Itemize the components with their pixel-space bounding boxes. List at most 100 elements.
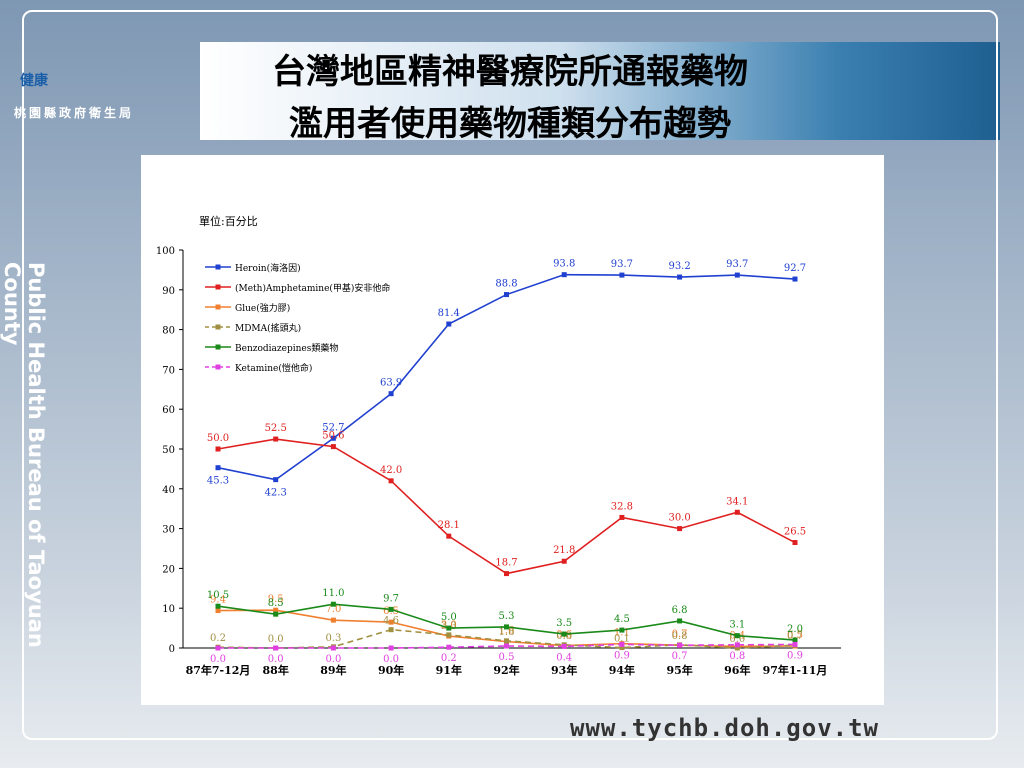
value-label: 5.3 <box>499 611 515 622</box>
value-label: 18.7 <box>495 558 517 569</box>
point-marker <box>619 627 625 633</box>
point-marker <box>446 321 452 327</box>
title-line: 濫用者使用藥物種類分布趨勢 <box>289 104 731 144</box>
value-label: 0.8 <box>729 651 745 662</box>
x-tick-label: 91年 <box>436 663 462 677</box>
value-label: 0.9 <box>614 650 630 661</box>
y-tick-label: 50 <box>162 445 175 456</box>
value-label: 8.5 <box>268 598 284 609</box>
side-text: Public Health Bureau of Taoyuan County <box>0 262 48 648</box>
value-label: 93.7 <box>611 259 633 270</box>
point-marker <box>792 276 798 282</box>
value-label: 0.2 <box>441 653 457 664</box>
value-label: 1.8 <box>499 627 515 638</box>
point-marker <box>215 603 221 609</box>
value-label: 10.5 <box>207 590 229 601</box>
point-marker <box>273 611 279 617</box>
point-marker <box>561 558 567 564</box>
point-marker <box>330 645 336 651</box>
value-label: 0.9 <box>787 650 803 661</box>
point-marker <box>330 444 336 450</box>
value-label: 7.0 <box>325 604 341 615</box>
value-label: 9.4 <box>210 595 226 606</box>
value-label: 0.4 <box>556 652 572 663</box>
point-marker <box>330 435 336 441</box>
y-tick-label: 90 <box>162 286 175 297</box>
y-tick-label: 60 <box>162 405 175 416</box>
value-label: 34.1 <box>726 496 748 507</box>
x-tick-label: 88年 <box>263 663 289 677</box>
value-label: 50.0 <box>207 433 229 444</box>
point-marker <box>388 391 394 397</box>
x-tick-label: 93年 <box>551 663 577 677</box>
point-marker <box>388 619 394 625</box>
value-label: 52.7 <box>322 422 344 433</box>
point-marker <box>330 617 336 623</box>
org-name: 桃園縣政府衛生局 <box>14 106 135 120</box>
point-marker <box>215 446 221 452</box>
point-marker <box>792 641 798 647</box>
value-label: 30.0 <box>668 513 690 524</box>
value-label: 0.2 <box>210 633 226 644</box>
point-marker <box>273 645 279 651</box>
value-label: 26.5 <box>784 527 806 538</box>
point-marker <box>446 632 452 638</box>
value-label: 50.6 <box>322 431 344 442</box>
y-tick-label: 30 <box>162 525 175 536</box>
point-marker <box>734 645 740 651</box>
point-marker <box>388 606 394 612</box>
point-marker <box>792 540 798 546</box>
value-label: 81.4 <box>438 308 460 319</box>
y-tick-label: 10 <box>162 604 175 615</box>
point-marker <box>215 465 221 471</box>
legend-label: Heroin(海洛因) <box>235 262 301 274</box>
point-marker <box>273 477 279 483</box>
value-label: 28.1 <box>438 520 460 531</box>
point-marker <box>619 272 625 278</box>
x-tick-label: 90年 <box>378 663 404 677</box>
value-label: 3.1 <box>729 620 745 631</box>
value-label: 93.2 <box>668 261 690 272</box>
value-label: 63.9 <box>380 378 402 389</box>
point-marker <box>734 633 740 639</box>
legend-marker <box>215 284 221 290</box>
value-label: 0.0 <box>268 654 284 665</box>
point-marker <box>273 436 279 442</box>
point-marker <box>273 607 279 613</box>
point-marker <box>504 643 509 649</box>
logo-text: 健康 <box>20 73 48 89</box>
chart-background <box>141 155 884 705</box>
y-tick-label: 80 <box>162 326 175 337</box>
point-marker <box>792 637 798 643</box>
point-marker <box>561 272 567 278</box>
point-marker <box>677 642 683 648</box>
legend-label: (Meth)Amphetamine(甲基)安非他命 <box>235 282 390 294</box>
point-marker <box>504 638 509 644</box>
legend-label: Glue(強力膠) <box>235 302 290 314</box>
y-tick-label: 20 <box>162 564 175 575</box>
point-marker <box>504 571 509 577</box>
header-bar <box>200 42 1000 140</box>
legend-marker <box>215 264 221 270</box>
y-tick-label: 0 <box>169 644 175 655</box>
value-label: 32.8 <box>611 501 633 512</box>
value-label: 0.0 <box>325 654 341 665</box>
frame <box>22 10 998 740</box>
point-marker <box>561 643 567 649</box>
value-label: 42.3 <box>265 488 287 499</box>
value-label: 45.3 <box>207 476 229 487</box>
point-marker <box>619 514 625 520</box>
point-marker <box>504 292 509 298</box>
y-tick-label: 100 <box>156 246 175 257</box>
point-marker <box>504 624 509 630</box>
chart: 單位:百分比 0 10 20 30 40 50 60 70 80 90 100 87年7-12月 88年… <box>141 155 884 705</box>
url: www.tychb.doh.gov.tw <box>570 714 879 742</box>
x-tick-label: 92年 <box>493 663 519 677</box>
point-marker <box>677 526 683 532</box>
point-marker <box>734 272 740 278</box>
value-label: 0.7 <box>672 629 688 640</box>
value-label: 92.7 <box>784 263 806 274</box>
point-marker <box>388 478 394 484</box>
legend-label: Ketamine(愷他命) <box>235 362 312 374</box>
